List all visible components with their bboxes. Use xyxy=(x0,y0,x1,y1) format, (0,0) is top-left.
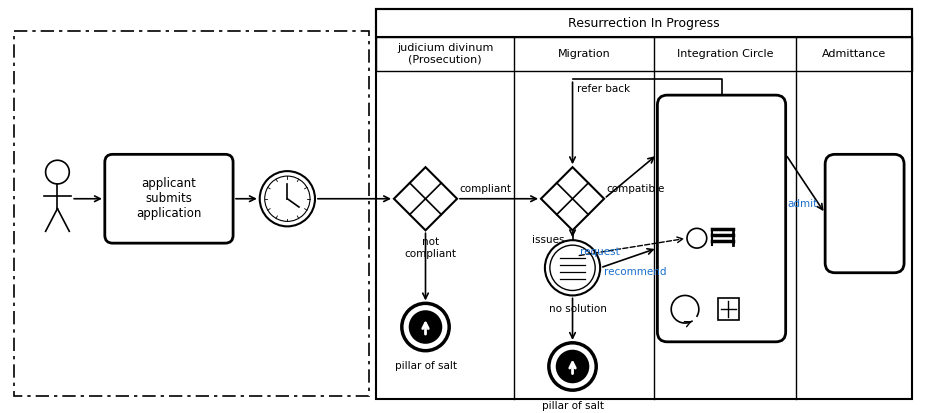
Text: admit: admit xyxy=(787,199,818,209)
Circle shape xyxy=(556,350,589,383)
Bar xyxy=(718,299,739,320)
Text: judicium divinum
(Prosecution): judicium divinum (Prosecution) xyxy=(397,43,494,65)
FancyBboxPatch shape xyxy=(657,95,785,342)
Text: recommend: recommend xyxy=(604,267,667,277)
FancyBboxPatch shape xyxy=(105,154,233,243)
Text: compliant: compliant xyxy=(459,184,511,194)
Text: pillar of salt: pillar of salt xyxy=(394,361,457,371)
Circle shape xyxy=(402,303,449,351)
Text: refer back: refer back xyxy=(578,84,631,94)
Circle shape xyxy=(265,176,310,221)
Bar xyxy=(376,9,912,399)
Text: Integration Circle: Integration Circle xyxy=(677,49,773,59)
Text: Resurrection In Progress: Resurrection In Progress xyxy=(569,17,720,30)
Text: pillar of salt: pillar of salt xyxy=(542,401,604,411)
Text: issues: issues xyxy=(532,235,565,245)
Circle shape xyxy=(408,310,443,344)
Text: Migration: Migration xyxy=(558,49,611,59)
Circle shape xyxy=(45,160,69,184)
FancyBboxPatch shape xyxy=(825,154,904,273)
Bar xyxy=(376,37,912,71)
Polygon shape xyxy=(394,167,457,230)
Text: Admittance: Admittance xyxy=(821,49,886,59)
Circle shape xyxy=(550,245,595,290)
Circle shape xyxy=(549,343,596,390)
Circle shape xyxy=(544,240,600,295)
Bar xyxy=(376,9,912,37)
Text: request: request xyxy=(581,247,620,257)
Text: no solution: no solution xyxy=(548,304,607,314)
Text: compatible: compatible xyxy=(607,184,665,194)
Bar xyxy=(14,31,369,396)
Polygon shape xyxy=(541,167,604,230)
Circle shape xyxy=(687,228,707,248)
Text: applicant
submits
application: applicant submits application xyxy=(136,177,202,220)
Text: not
compliant: not compliant xyxy=(405,237,457,259)
Circle shape xyxy=(259,171,315,226)
